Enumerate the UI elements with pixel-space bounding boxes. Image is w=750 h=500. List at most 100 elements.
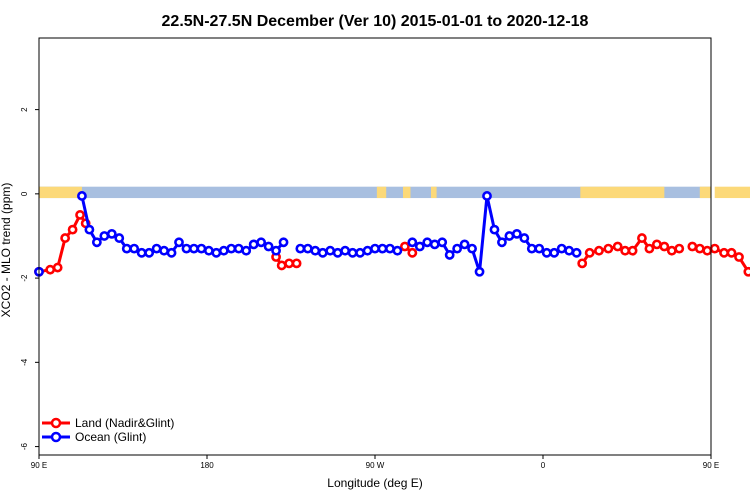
data-point bbox=[362, 245, 373, 256]
data-point bbox=[549, 247, 560, 258]
data-point bbox=[189, 243, 199, 254]
x-tick-label: 180 bbox=[200, 461, 214, 470]
land-segment bbox=[376, 186, 387, 199]
data-point bbox=[159, 245, 169, 256]
data-point bbox=[519, 233, 530, 243]
data-point bbox=[541, 247, 552, 258]
data-point bbox=[291, 258, 302, 269]
data-point bbox=[651, 239, 662, 250]
data-point bbox=[399, 241, 410, 252]
data-point bbox=[577, 258, 588, 269]
data-point bbox=[129, 243, 140, 254]
y-axis: 2 0 -2 -4 -6 bbox=[20, 107, 39, 450]
land-sea-strip bbox=[39, 186, 750, 199]
data-point bbox=[504, 231, 515, 241]
data-point bbox=[317, 247, 328, 258]
data-point bbox=[564, 245, 575, 256]
data-point bbox=[174, 237, 184, 248]
data-point bbox=[437, 237, 448, 248]
data-point bbox=[166, 247, 177, 258]
data-point bbox=[271, 245, 281, 256]
data-point bbox=[203, 245, 214, 256]
data-point bbox=[612, 241, 623, 252]
land-segment bbox=[699, 186, 711, 199]
data-point bbox=[233, 243, 244, 254]
data-point bbox=[60, 233, 71, 243]
data-point bbox=[482, 191, 492, 201]
data-point bbox=[734, 252, 744, 262]
data-point bbox=[347, 247, 358, 258]
data-point bbox=[407, 237, 418, 248]
data-point bbox=[659, 241, 670, 252]
x-axis-label: Longitude (deg E) bbox=[327, 476, 422, 490]
data-point bbox=[99, 231, 110, 241]
series-ocean bbox=[34, 191, 582, 277]
ocean-strip bbox=[39, 186, 711, 199]
data-point bbox=[709, 243, 720, 254]
data-point bbox=[248, 239, 259, 250]
data-point bbox=[603, 243, 614, 254]
data-point bbox=[91, 237, 102, 248]
x-tick-label: 0 bbox=[541, 461, 546, 470]
data-point bbox=[594, 245, 604, 256]
data-point bbox=[497, 237, 507, 248]
data-point bbox=[526, 243, 537, 254]
data-point bbox=[620, 245, 631, 256]
series-land bbox=[34, 210, 750, 277]
data-point bbox=[226, 243, 237, 254]
data-point bbox=[666, 245, 677, 256]
data-point bbox=[422, 237, 433, 248]
data-point bbox=[385, 243, 395, 254]
data-point bbox=[302, 243, 313, 254]
y-tick-label: -6 bbox=[20, 442, 29, 450]
data-point bbox=[340, 245, 351, 256]
series-line bbox=[38, 211, 87, 274]
data-point bbox=[75, 210, 85, 220]
data-point bbox=[687, 241, 698, 252]
data-point bbox=[467, 243, 477, 254]
data-point bbox=[278, 237, 289, 248]
legend-marker-ocean bbox=[50, 431, 62, 443]
data-point bbox=[444, 250, 455, 260]
data-point bbox=[332, 247, 343, 258]
chart-title: 22.5N-27.5N December (Ver 10) 2015-01-01… bbox=[162, 13, 589, 30]
data-point bbox=[355, 247, 365, 258]
data-point bbox=[511, 228, 522, 239]
legend: Land (Nadir&Glint) Ocean (Glint) bbox=[42, 416, 174, 444]
legend-label-ocean: Ocean (Glint) bbox=[75, 430, 146, 444]
land-segment bbox=[403, 186, 411, 199]
data-point bbox=[310, 245, 321, 256]
series-layer bbox=[34, 191, 750, 277]
data-point bbox=[429, 239, 440, 250]
y-tick-label: 0 bbox=[20, 191, 29, 196]
land-segment bbox=[714, 186, 750, 199]
data-point bbox=[256, 237, 267, 248]
y-tick-label: 2 bbox=[20, 107, 29, 112]
data-point bbox=[144, 247, 155, 258]
data-point bbox=[84, 224, 95, 235]
data-point bbox=[276, 260, 287, 271]
data-point bbox=[392, 245, 403, 256]
data-point bbox=[489, 224, 500, 235]
land-segment bbox=[431, 186, 437, 199]
data-point bbox=[325, 245, 336, 256]
data-point bbox=[241, 245, 252, 256]
data-point bbox=[459, 239, 470, 250]
data-point bbox=[571, 247, 582, 258]
data-point bbox=[211, 247, 222, 258]
data-point bbox=[52, 262, 63, 273]
y-tick-label: -4 bbox=[20, 358, 29, 366]
land-segment bbox=[39, 186, 82, 199]
data-point bbox=[534, 243, 545, 254]
data-point bbox=[644, 243, 655, 254]
data-point bbox=[370, 243, 380, 254]
data-point bbox=[637, 233, 647, 243]
data-point bbox=[584, 247, 595, 258]
data-point bbox=[452, 243, 463, 254]
x-tick-label: 90 E bbox=[31, 461, 47, 470]
data-point bbox=[414, 241, 425, 252]
y-tick-label: -2 bbox=[20, 274, 29, 282]
x-tick-label: 90 E bbox=[703, 461, 719, 470]
data-point bbox=[136, 247, 147, 258]
